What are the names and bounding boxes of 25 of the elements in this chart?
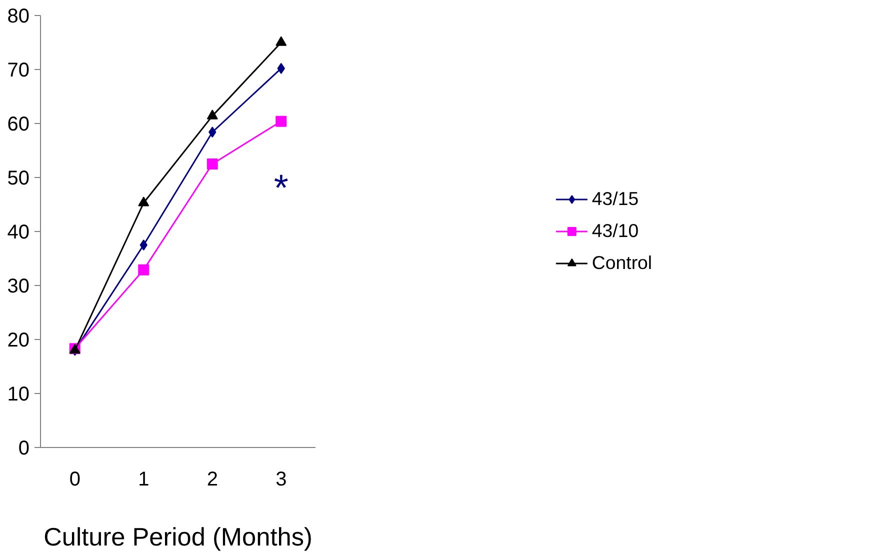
- y-tick-label: 70: [7, 60, 30, 82]
- x-tick-label: 1: [138, 468, 150, 490]
- legend-label: 43/15: [592, 188, 639, 210]
- y-tick-label: 40: [7, 222, 30, 244]
- y-tick-label: 10: [7, 384, 30, 406]
- x-tick-label: 0: [69, 468, 80, 490]
- point: [138, 264, 150, 276]
- point: [276, 36, 287, 46]
- x-tick-label: 2: [206, 468, 218, 490]
- y-tick-label: 50: [7, 168, 30, 190]
- point: [138, 196, 150, 206]
- point: [206, 110, 218, 120]
- y-tick-label: 60: [7, 114, 30, 136]
- point: [206, 158, 218, 170]
- point: [276, 116, 287, 127]
- x-tick-label: 3: [276, 468, 287, 490]
- legend-label: Control: [592, 252, 652, 274]
- point: [140, 240, 148, 250]
- annotation: *: [274, 166, 288, 208]
- y-tick-label: 80: [7, 6, 30, 28]
- x-axis-title: Culture Period (Months): [44, 524, 312, 552]
- legend-label: 43/10: [592, 220, 639, 242]
- y-tick-label: 20: [7, 330, 30, 352]
- y-tick-label: 30: [7, 276, 30, 298]
- y-tick-label: 0: [18, 438, 30, 460]
